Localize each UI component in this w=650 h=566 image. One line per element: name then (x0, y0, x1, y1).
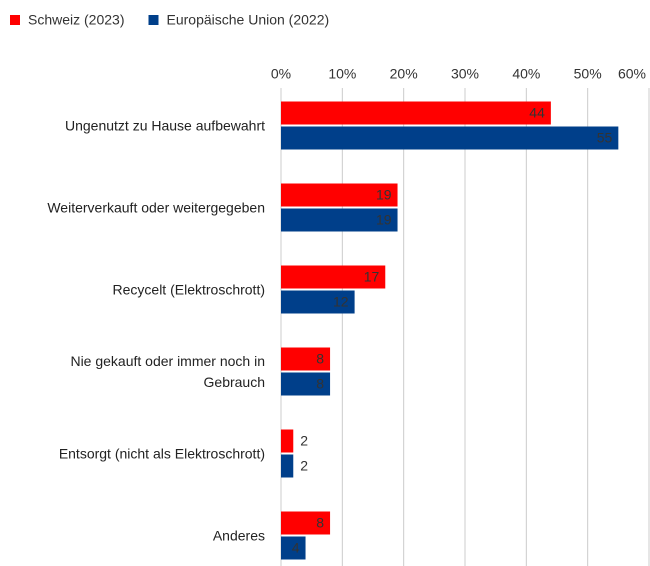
bar (281, 101, 551, 125)
value-label: 55 (597, 130, 613, 146)
value-label: 19 (376, 212, 392, 228)
bar (281, 290, 355, 314)
bar (281, 454, 294, 478)
legend-swatch (148, 15, 159, 25)
category-label: Weiterverkauft oder weitergegeben (47, 199, 265, 215)
bar (281, 265, 386, 289)
value-label: 12 (333, 294, 349, 310)
value-label: 8 (316, 351, 324, 367)
x-tick-label: 10% (328, 66, 356, 82)
bar (281, 347, 331, 371)
category-label: Ungenutzt zu Hause aufbewahrt (64, 117, 265, 133)
bar (281, 183, 398, 207)
bar (281, 126, 619, 150)
x-tick-label: 20% (390, 66, 418, 82)
bar (281, 511, 331, 535)
value-label: 8 (316, 376, 324, 392)
legend-label: Schweiz (2023) (28, 12, 125, 28)
value-label: 4 (292, 540, 300, 556)
x-tick-label: 30% (451, 66, 479, 82)
value-label: 2 (300, 433, 308, 449)
legend-label: Europäische Union (2022) (167, 12, 330, 28)
value-label: 17 (364, 269, 380, 285)
category-label: Nie gekauft oder immer noch in Gebrauch (70, 352, 265, 390)
category-label: Recycelt (Elektroschrott) (112, 281, 265, 297)
value-label: 8 (316, 515, 324, 531)
bar (281, 429, 294, 453)
value-label: 44 (529, 105, 545, 121)
bar (281, 208, 398, 232)
value-label: 19 (376, 187, 392, 203)
category-label: Anderes (212, 527, 265, 543)
x-tick-label: 40% (512, 66, 540, 82)
bar (281, 536, 306, 560)
legend-swatch (10, 15, 20, 25)
bar (281, 372, 331, 396)
x-tick-label: 60% (618, 66, 646, 82)
x-tick-label: 0% (271, 66, 291, 82)
x-tick-label: 50% (574, 66, 602, 82)
category-label: Entsorgt (nicht als Elektroschrott) (58, 445, 265, 461)
value-label: 2 (300, 458, 308, 474)
